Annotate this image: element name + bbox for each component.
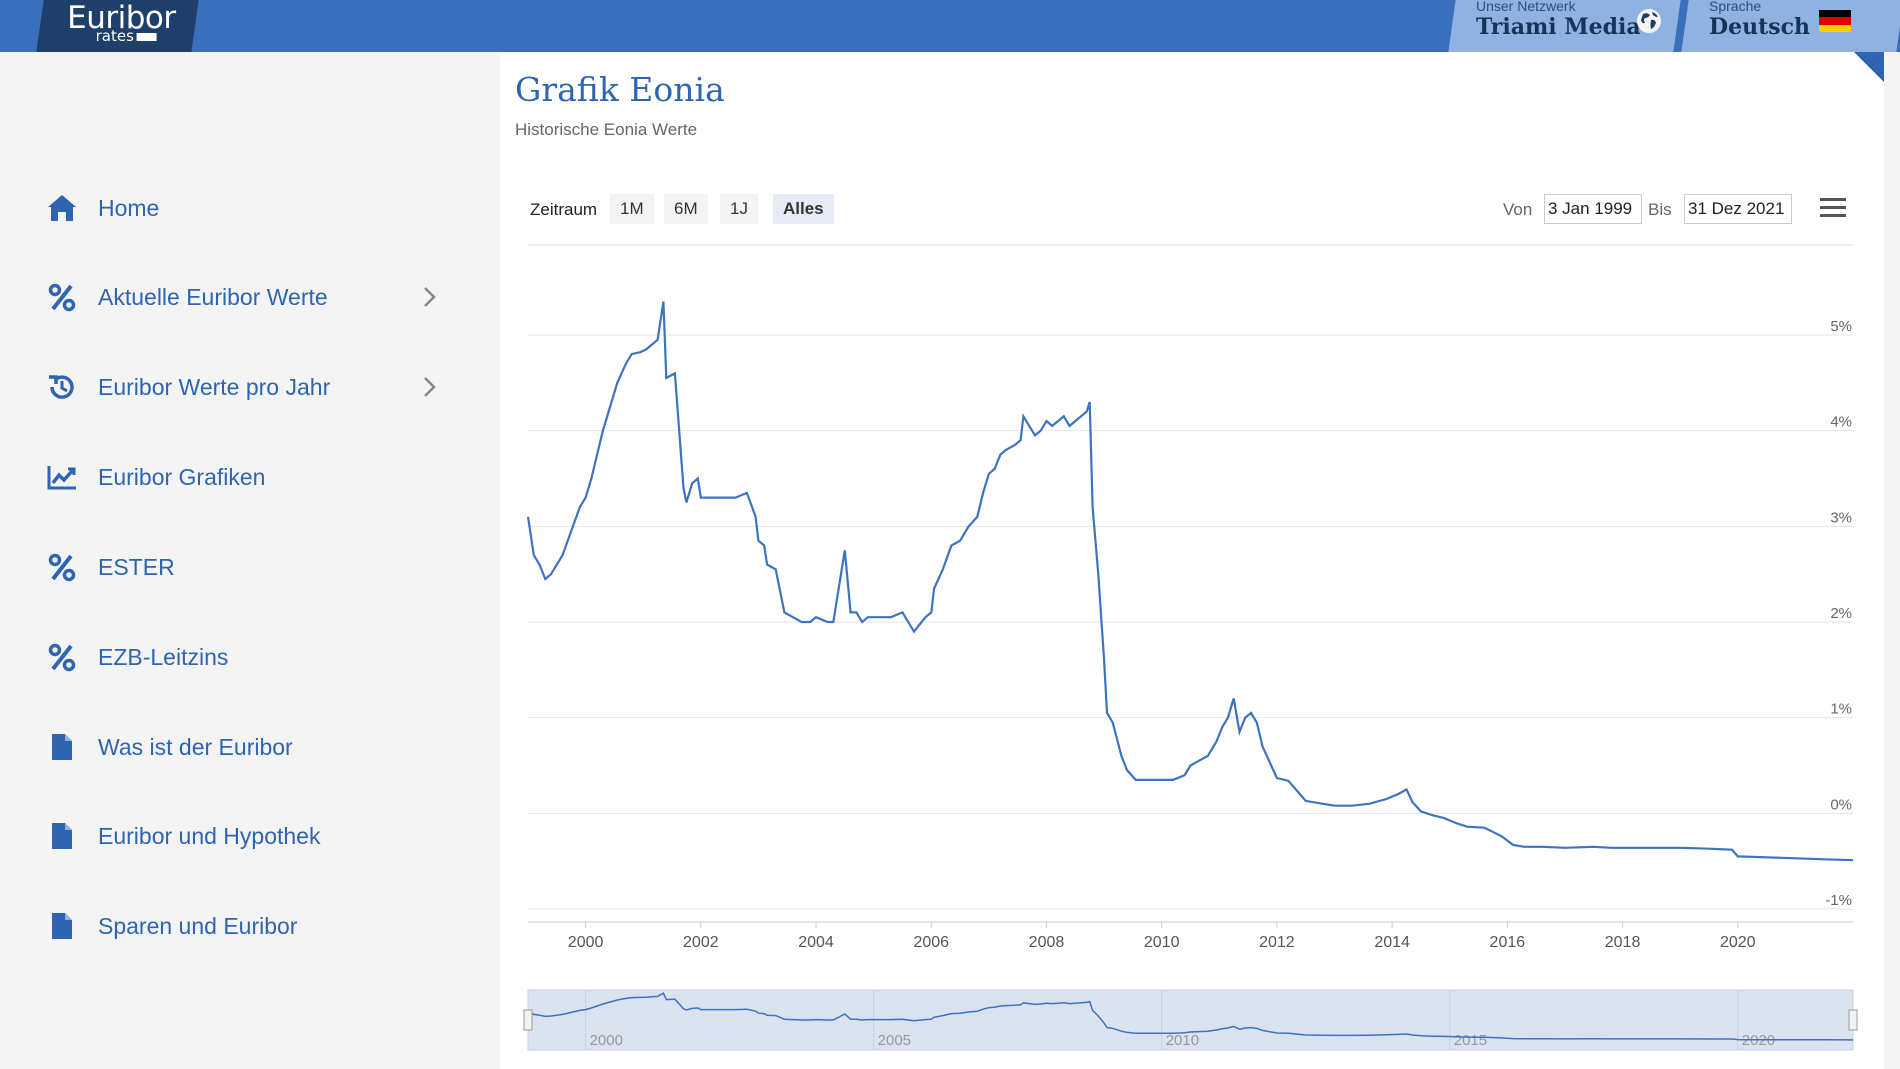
document-icon xyxy=(46,820,78,852)
chart-icon xyxy=(46,461,78,493)
sidebar-item-label: Euribor Werte pro Jahr xyxy=(98,373,331,400)
x-tick-label: 2008 xyxy=(1029,934,1065,951)
chart-menu-button[interactable] xyxy=(1820,198,1846,220)
y-tick-label: 5% xyxy=(1830,318,1852,335)
x-tick-label: 2010 xyxy=(1144,934,1180,951)
sidebar-item-label: Aktuelle Euribor Werte xyxy=(98,283,328,310)
chevron-right-icon xyxy=(424,377,436,397)
sidebar: Home Aktuelle Euribor Werte Euribor Wert… xyxy=(0,52,500,1069)
x-tick-label: 2006 xyxy=(913,934,949,951)
range-button-alles[interactable]: Alles xyxy=(773,194,834,224)
language-selector[interactable]: Sprache Deutsch xyxy=(1681,0,1900,52)
sidebar-item-euribor-werte-pro-jahr[interactable]: Euribor Werte pro Jahr xyxy=(46,367,446,407)
eonia-series-line xyxy=(526,301,1854,862)
x-tick-label: 2002 xyxy=(683,934,719,951)
sidebar-item-home[interactable]: Home xyxy=(46,188,446,228)
network-caption: Unser Netzwerk xyxy=(1476,0,1576,14)
y-tick-label: 0% xyxy=(1830,796,1852,813)
sidebar-item-label: EZB-Leitzins xyxy=(98,643,229,670)
percent-icon xyxy=(46,551,78,583)
euribor-logo[interactable]: Euribor rates xyxy=(36,0,199,52)
y-tick-label: 2% xyxy=(1830,605,1852,622)
y-tick-label: 1% xyxy=(1830,701,1852,718)
german-flag-icon xyxy=(1819,10,1851,32)
to-date-input[interactable] xyxy=(1684,194,1792,224)
corner-ribbon xyxy=(1854,52,1884,82)
chevron-right-icon xyxy=(424,287,436,307)
range-button-1m[interactable]: 1M xyxy=(610,194,654,224)
percent-icon xyxy=(46,281,78,313)
page-title: Grafik Eonia xyxy=(515,70,725,109)
sidebar-item-label: Was ist der Euribor xyxy=(98,733,293,760)
sidebar-item-label: Sparen und Euribor xyxy=(98,912,298,939)
navigator-handle-left xyxy=(523,1009,533,1031)
sidebar-item-aktuelle-euribor-werte[interactable]: Aktuelle Euribor Werte xyxy=(46,277,446,317)
sidebar-item-ester[interactable]: ESTER xyxy=(46,547,446,587)
x-tick-label: 2004 xyxy=(798,934,834,951)
logo-sub-text: rates xyxy=(96,27,157,45)
document-icon xyxy=(46,910,78,942)
navigator-tick-label: 2005 xyxy=(878,1032,911,1049)
history-icon xyxy=(46,371,78,403)
to-label: Bis xyxy=(1648,200,1672,219)
x-tick-label: 2016 xyxy=(1490,934,1526,951)
network-name: Triami Media xyxy=(1476,14,1641,40)
globe-icon xyxy=(1637,9,1661,33)
sidebar-item-was-ist-der-euribor[interactable]: Was ist der Euribor xyxy=(46,727,446,767)
home-icon xyxy=(46,192,78,224)
navigator-tick-label: 2000 xyxy=(590,1032,623,1049)
from-label: Von xyxy=(1503,200,1533,219)
sidebar-item-euribor-und-hypothek[interactable]: Euribor und Hypothek xyxy=(46,816,446,856)
sidebar-item-ezb-leitzins[interactable]: EZB-Leitzins xyxy=(46,637,446,677)
page-subtitle: Historische Eonia Werte xyxy=(515,120,698,139)
y-tick-label: 4% xyxy=(1830,414,1852,431)
language-name: Deutsch xyxy=(1709,14,1811,40)
range-button-1j[interactable]: 1J xyxy=(720,194,758,224)
navigator-range xyxy=(527,989,1854,1051)
language-caption: Sprache xyxy=(1709,0,1762,14)
network-selector[interactable]: Unser Netzwerk Triami Media xyxy=(1448,0,1681,52)
sidebar-item-sparen-und-euribor[interactable]: Sparen und Euribor xyxy=(46,906,446,946)
x-tick-label: 2012 xyxy=(1259,934,1295,951)
sidebar-item-euribor-grafiken[interactable]: Euribor Grafiken xyxy=(46,457,446,497)
sidebar-item-label: Home xyxy=(98,194,160,221)
navigator-tick-label: 2010 xyxy=(1166,1032,1199,1049)
from-date-input[interactable] xyxy=(1544,194,1642,224)
document-icon xyxy=(46,731,78,763)
x-tick-label: 2000 xyxy=(568,934,604,951)
y-tick-label: 3% xyxy=(1830,509,1852,526)
range-label: Zeitraum xyxy=(530,200,598,219)
y-tick-label: -1% xyxy=(1825,892,1852,909)
main-panel: Grafik Eonia Historische Eonia Werte Zei… xyxy=(500,52,1884,1069)
navigator-series-line xyxy=(527,992,1854,1041)
sidebar-item-label: Euribor und Hypothek xyxy=(98,822,321,849)
sidebar-item-label: Euribor Grafiken xyxy=(98,463,266,490)
range-button-6m[interactable]: 6M xyxy=(664,194,708,224)
navigator-handle-right xyxy=(1848,1009,1858,1031)
percent-icon xyxy=(46,641,78,673)
x-tick-label: 2020 xyxy=(1720,934,1756,951)
navigator-tick-label: 2020 xyxy=(1742,1032,1775,1049)
navigator-tick-label: 2015 xyxy=(1454,1032,1487,1049)
sidebar-item-label: ESTER xyxy=(98,553,175,580)
x-tick-label: 2018 xyxy=(1605,934,1641,951)
x-tick-label: 2014 xyxy=(1374,934,1410,951)
top-bar: Euribor rates Unser Netzwerk Triami Medi… xyxy=(0,0,1900,52)
